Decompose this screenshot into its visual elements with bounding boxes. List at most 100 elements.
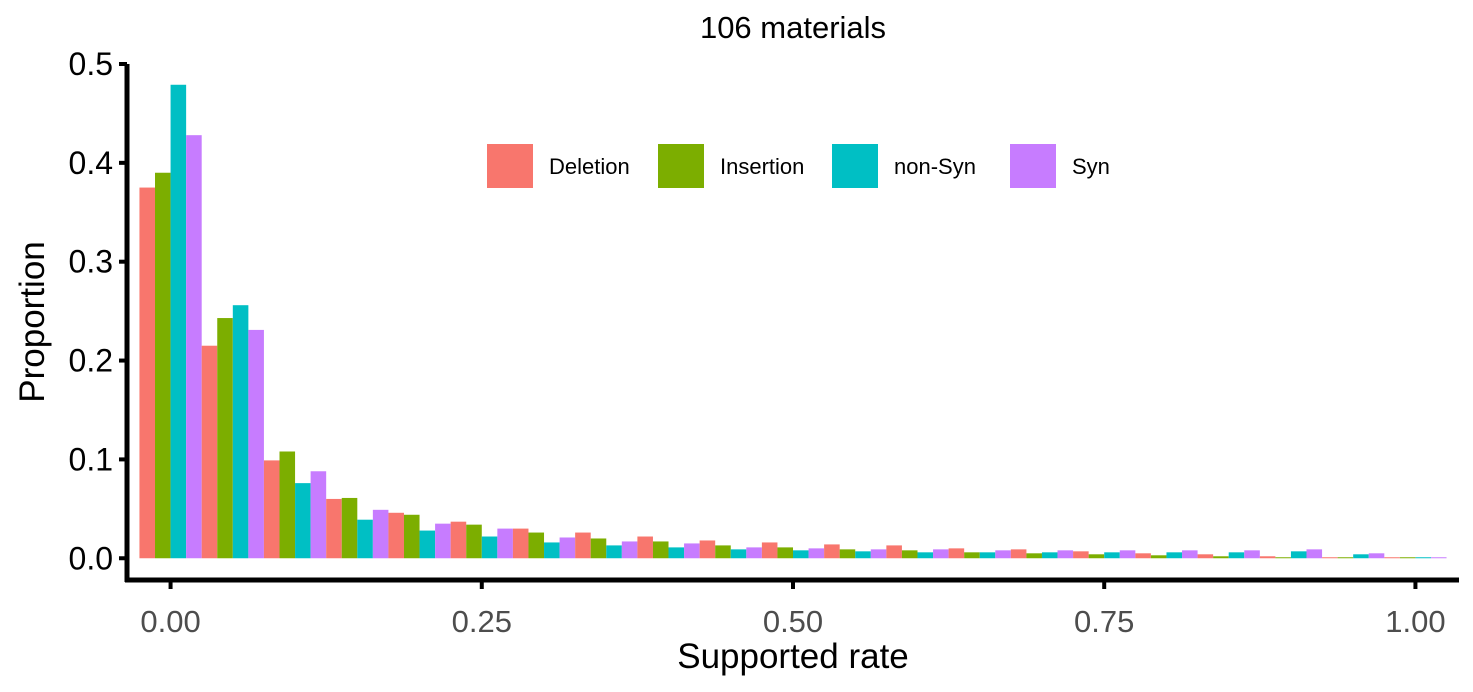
y-tick-label: 0.3	[69, 244, 113, 280]
bar-insertion-3	[341, 497, 358, 559]
bar-deletion-20	[1384, 557, 1400, 559]
bar-syn-3	[372, 509, 389, 559]
bar-syn-7	[621, 541, 638, 559]
y-tick-label: 0.0	[69, 540, 113, 576]
bar-non-syn-18	[1290, 551, 1307, 559]
bar-insertion-11	[839, 549, 856, 559]
bar-deletion-1	[201, 345, 218, 559]
bar-deletion-7	[575, 532, 591, 559]
legend-swatch-non-syn	[832, 144, 878, 188]
bar-syn-4	[435, 523, 451, 559]
bar-insertion-17	[1213, 556, 1229, 559]
bar-syn-20	[1430, 557, 1447, 559]
bar-deletion-15	[1073, 551, 1089, 559]
bar-syn-14	[1057, 550, 1074, 559]
bar-insertion-16	[1150, 555, 1167, 559]
bar-non-syn-19	[1353, 554, 1369, 559]
bars-layer	[139, 84, 1447, 559]
legend-label-deletion: Deletion	[549, 154, 630, 179]
bar-deletion-19	[1322, 557, 1338, 559]
bar-non-syn-14	[1041, 552, 1058, 559]
bar-deletion-14	[1010, 549, 1027, 559]
legend-swatch-deletion	[487, 144, 533, 188]
bar-deletion-16	[1135, 553, 1151, 559]
bar-non-syn-2	[295, 483, 311, 559]
bar-syn-19	[1368, 553, 1385, 559]
bar-syn-0	[186, 135, 202, 559]
bar-non-syn-16	[1166, 552, 1183, 559]
bar-insertion-8	[652, 541, 669, 559]
x-ticks: 0.00 0.25 0.50 0.75 1.00	[140, 580, 1446, 639]
bar-non-syn-20	[1415, 557, 1431, 559]
y-tick-label: 0.2	[69, 343, 113, 379]
bar-deletion-11	[824, 544, 840, 559]
x-tick-label: 1.00	[1385, 604, 1445, 639]
legend-swatch-insertion	[658, 144, 704, 188]
bar-deletion-12	[886, 545, 902, 559]
bar-non-syn-9	[730, 549, 747, 559]
x-tick-label: 0.75	[1074, 604, 1134, 639]
bar-deletion-8	[637, 536, 653, 559]
bar-insertion-12	[901, 550, 918, 559]
bar-deletion-10	[761, 542, 778, 559]
bar-non-syn-5	[481, 536, 498, 559]
bar-insertion-19	[1337, 557, 1354, 559]
bar-non-syn-13	[979, 552, 996, 559]
bar-insertion-5	[466, 524, 482, 559]
legend-label-syn: Syn	[1072, 154, 1110, 179]
bar-deletion-6	[512, 528, 529, 559]
bar-syn-12	[933, 549, 949, 559]
bar-syn-18	[1306, 549, 1323, 559]
bar-insertion-13	[964, 552, 980, 559]
bar-insertion-6	[528, 532, 545, 559]
bar-non-syn-11	[855, 551, 871, 559]
bar-syn-6	[559, 537, 576, 559]
bar-deletion-17	[1197, 554, 1214, 559]
bar-non-syn-15	[1104, 552, 1120, 559]
x-tick-label: 0.25	[452, 604, 512, 639]
bar-syn-10	[808, 548, 825, 559]
bar-syn-9	[746, 547, 762, 559]
bar-syn-5	[497, 528, 513, 559]
y-tick-label: 0.5	[69, 46, 113, 82]
bar-non-syn-17	[1228, 552, 1245, 559]
bar-insertion-18	[1275, 557, 1291, 559]
x-tick-label: 0.00	[140, 604, 200, 639]
legend-label-non-syn: non-Syn	[894, 154, 976, 179]
bar-insertion-20	[1399, 557, 1416, 559]
bar-syn-13	[995, 550, 1011, 559]
legend-swatch-syn	[1010, 144, 1056, 188]
bar-deletion-2	[263, 460, 280, 559]
bar-insertion-2	[279, 451, 296, 559]
y-tick-label: 0.1	[69, 441, 113, 477]
bar-deletion-18	[1259, 556, 1276, 559]
x-tick-label: 0.50	[763, 604, 823, 639]
legend: Deletion Insertion non-Syn Syn	[487, 144, 1110, 188]
bar-deletion-0	[139, 187, 156, 559]
bar-insertion-7	[590, 538, 607, 559]
bar-non-syn-12	[917, 552, 934, 559]
x-axis-label: Supported rate	[677, 637, 909, 676]
bar-insertion-9	[715, 545, 731, 559]
bar-non-syn-1	[232, 305, 249, 559]
bar-insertion-15	[1088, 554, 1105, 559]
y-ticks: 0.0 0.1 0.2 0.3 0.4 0.5	[69, 46, 127, 576]
bar-insertion-0	[155, 172, 171, 559]
bar-syn-1	[248, 329, 264, 559]
bar-insertion-4	[403, 514, 420, 559]
bar-non-syn-6	[544, 542, 560, 559]
bar-non-syn-3	[357, 519, 373, 559]
bar-non-syn-0	[170, 84, 187, 559]
bar-syn-16	[1182, 550, 1198, 559]
bar-deletion-9	[699, 540, 716, 559]
y-axis-label: Proportion	[13, 241, 52, 402]
bar-insertion-10	[777, 547, 793, 559]
bar-deletion-5	[450, 521, 467, 559]
bar-insertion-1	[217, 318, 233, 559]
bar-non-syn-4	[419, 530, 436, 559]
bar-deletion-3	[326, 498, 342, 559]
bar-syn-2	[310, 471, 327, 559]
bar-non-syn-8	[668, 547, 685, 559]
bar-syn-15	[1119, 550, 1136, 559]
